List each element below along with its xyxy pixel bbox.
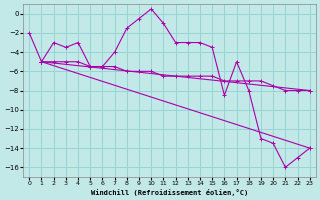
X-axis label: Windchill (Refroidissement éolien,°C): Windchill (Refroidissement éolien,°C) (91, 189, 248, 196)
